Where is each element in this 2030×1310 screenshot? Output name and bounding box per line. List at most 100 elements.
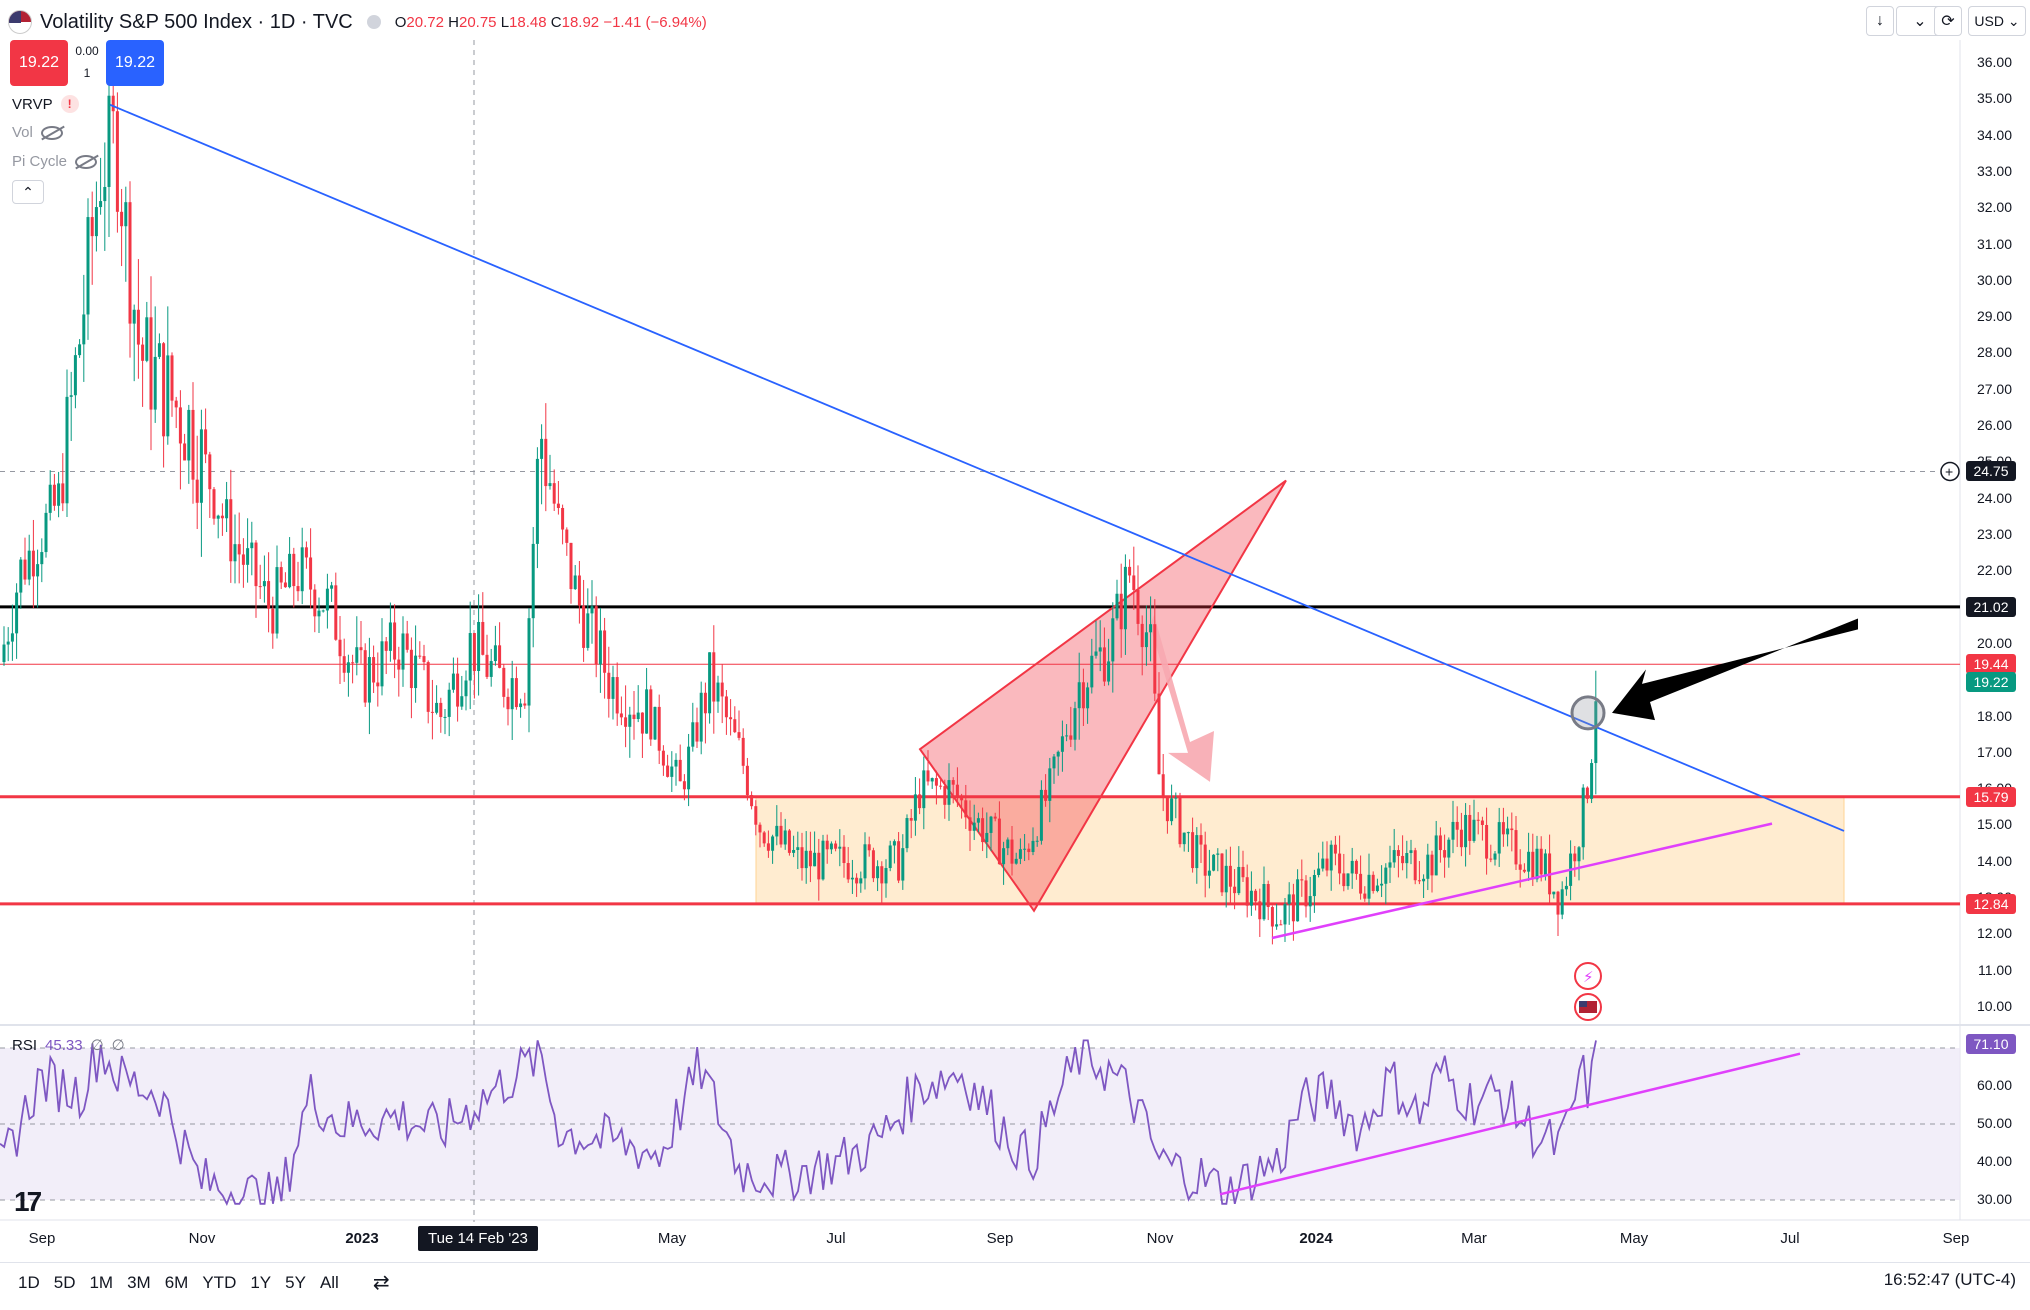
range-button-3m[interactable]: 3M xyxy=(127,1272,151,1292)
hidden-eye-icon[interactable] xyxy=(75,154,98,169)
warning-icon[interactable]: ! xyxy=(60,95,79,113)
candle-body xyxy=(519,703,523,708)
candle-body xyxy=(775,825,779,837)
price-tick-label: 24.00 xyxy=(1976,489,2012,506)
candle-body xyxy=(183,443,187,461)
candle-body xyxy=(296,586,300,592)
candle-body xyxy=(552,483,556,504)
candle-body xyxy=(61,483,65,504)
clock[interactable]: 16:52:47 (UTC-4) xyxy=(1883,1270,2016,1289)
candle-body xyxy=(859,878,863,884)
candle-body xyxy=(603,630,607,673)
candle-body xyxy=(27,550,31,580)
candle-body xyxy=(1325,858,1329,871)
candle-body xyxy=(1182,832,1186,845)
candle-body xyxy=(355,647,359,663)
lightning-icon: ⚡ xyxy=(1583,969,1594,986)
last-price-tag: 19.22 xyxy=(1966,672,2016,693)
candle-body xyxy=(1577,847,1581,862)
candle-body xyxy=(737,732,741,738)
candle-body xyxy=(1380,883,1384,886)
range-button-1y[interactable]: 1Y xyxy=(250,1272,272,1292)
candle-body xyxy=(540,438,544,459)
candle-body xyxy=(1283,903,1287,925)
candle-body xyxy=(682,781,686,790)
candle-body xyxy=(968,817,972,831)
candle-body xyxy=(905,818,909,849)
candle-body xyxy=(1132,575,1136,590)
candle-body xyxy=(1514,830,1518,865)
candle-body xyxy=(1220,853,1224,893)
range-button-all[interactable]: All xyxy=(319,1272,339,1292)
candle-body xyxy=(766,843,770,851)
candle-body xyxy=(136,309,140,345)
candle-body xyxy=(6,641,10,645)
candle-body xyxy=(1107,661,1111,682)
candle-body xyxy=(288,553,292,588)
candle-body xyxy=(792,849,796,853)
candle-body xyxy=(720,682,724,697)
candle-body xyxy=(594,606,598,665)
black-line-price-tag: 21.02 xyxy=(1966,596,2016,617)
candle-body xyxy=(695,722,699,742)
candle-body xyxy=(468,633,472,681)
candle-body xyxy=(674,759,678,767)
indicator-vol[interactable]: Vol xyxy=(12,124,63,141)
candle-body xyxy=(1090,655,1094,688)
fullscreen-button[interactable]: ⟳ xyxy=(1934,6,1962,36)
range-button-ytd[interactable]: YTD xyxy=(202,1272,237,1292)
candle-body xyxy=(607,672,611,699)
candle-body xyxy=(1291,894,1295,922)
candle-body xyxy=(1552,891,1556,895)
candle-body xyxy=(48,484,52,513)
candle-body xyxy=(1027,848,1031,853)
indicator-pi-cycle[interactable]: Pi Cycle xyxy=(12,153,98,170)
candle-body xyxy=(813,852,817,867)
candle-body xyxy=(1102,647,1106,682)
candle-body xyxy=(1018,849,1022,859)
candle-body xyxy=(1149,624,1153,633)
range-button-6m[interactable]: 6M xyxy=(164,1272,189,1292)
chevron-down-icon: ⌄ xyxy=(1913,13,1927,30)
buy-button[interactable]: 19.22 xyxy=(106,40,164,86)
candle-body xyxy=(1363,893,1367,899)
candle-body xyxy=(409,649,413,689)
range-button-5y[interactable]: 5Y xyxy=(285,1272,306,1292)
candle-body xyxy=(212,489,216,519)
sell-button[interactable]: 19.22 xyxy=(10,40,68,86)
candle-body xyxy=(195,479,199,503)
candle-body xyxy=(1354,860,1358,874)
rsi-legend[interactable]: RSI 45.33 ∅ ∅ xyxy=(12,1036,125,1055)
rsi-tick-label: 40.00 xyxy=(1976,1153,2012,1169)
candle-body xyxy=(498,645,502,668)
range-button-5d[interactable]: 5D xyxy=(53,1272,76,1292)
date-range-icon[interactable]: ⇄ xyxy=(372,1272,390,1294)
candle-body xyxy=(1115,593,1119,619)
candle-body xyxy=(1485,824,1489,859)
range-button-1m[interactable]: 1M xyxy=(89,1272,114,1292)
candle-body xyxy=(783,830,787,845)
download-button[interactable]: ↓ xyxy=(1866,6,1894,36)
currency-select[interactable]: USD ⌄ xyxy=(1968,6,2026,36)
candle-body xyxy=(691,722,695,747)
candle-body xyxy=(460,696,464,707)
symbol-title[interactable]: Volatility S&P 500 Index · 1D · TVC xyxy=(40,10,353,33)
candle-body xyxy=(1426,854,1430,879)
candle-body xyxy=(300,547,304,592)
candle-body xyxy=(1417,880,1421,882)
collapse-indicators-button[interactable]: ⌃ xyxy=(12,180,44,204)
range-button-1d[interactable]: 1D xyxy=(18,1272,40,1292)
hidden-eye-icon[interactable] xyxy=(40,125,63,140)
candle-body xyxy=(897,841,901,881)
candle-body xyxy=(1522,869,1526,872)
candle-body xyxy=(1497,822,1501,854)
plus-icon: + xyxy=(1945,463,1953,479)
candle-body xyxy=(976,818,980,823)
price-tick-label: 28.00 xyxy=(1976,344,2012,361)
indicator-vrvp[interactable]: VRVP! xyxy=(12,95,79,113)
candle-body xyxy=(838,846,842,849)
candle-body xyxy=(850,877,854,880)
candle-body xyxy=(1388,862,1392,868)
market-status-icon[interactable] xyxy=(366,15,381,29)
